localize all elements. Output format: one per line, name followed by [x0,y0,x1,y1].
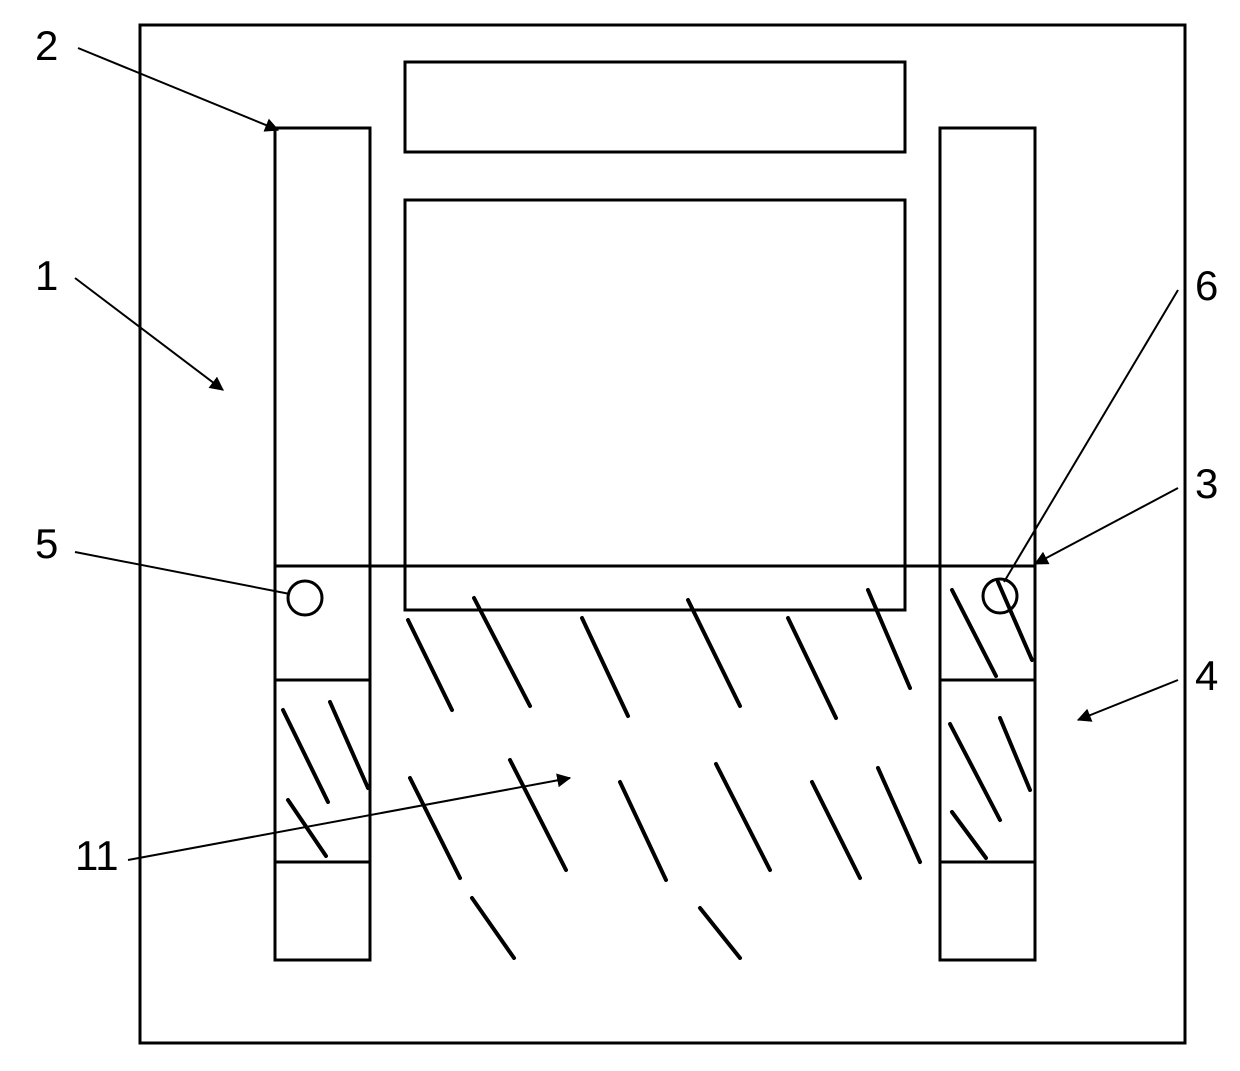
hatch-side [283,582,1032,858]
leader-11 [128,778,570,860]
outer-frame [140,25,1185,1043]
label-5: 5 [35,520,58,567]
label-2: 2 [35,22,58,69]
leader-2 [78,48,278,130]
sensor-left [288,581,322,615]
leader-5 [75,552,290,594]
leader-4 [1078,680,1178,720]
label-6: 6 [1195,262,1218,309]
label-4: 4 [1195,652,1218,699]
diagram-svg: 1 2 3 4 5 6 11 [0,0,1240,1071]
label-1: 1 [35,252,58,299]
right-column [940,128,1035,960]
left-column [275,128,370,960]
leader-3 [1035,488,1178,564]
hatch-main [408,590,920,958]
leader-6 [1004,290,1178,582]
label-11: 11 [75,832,119,879]
label-3: 3 [1195,460,1218,507]
top-bar [405,62,905,152]
inner-square [405,200,905,610]
leader-1 [75,278,223,390]
